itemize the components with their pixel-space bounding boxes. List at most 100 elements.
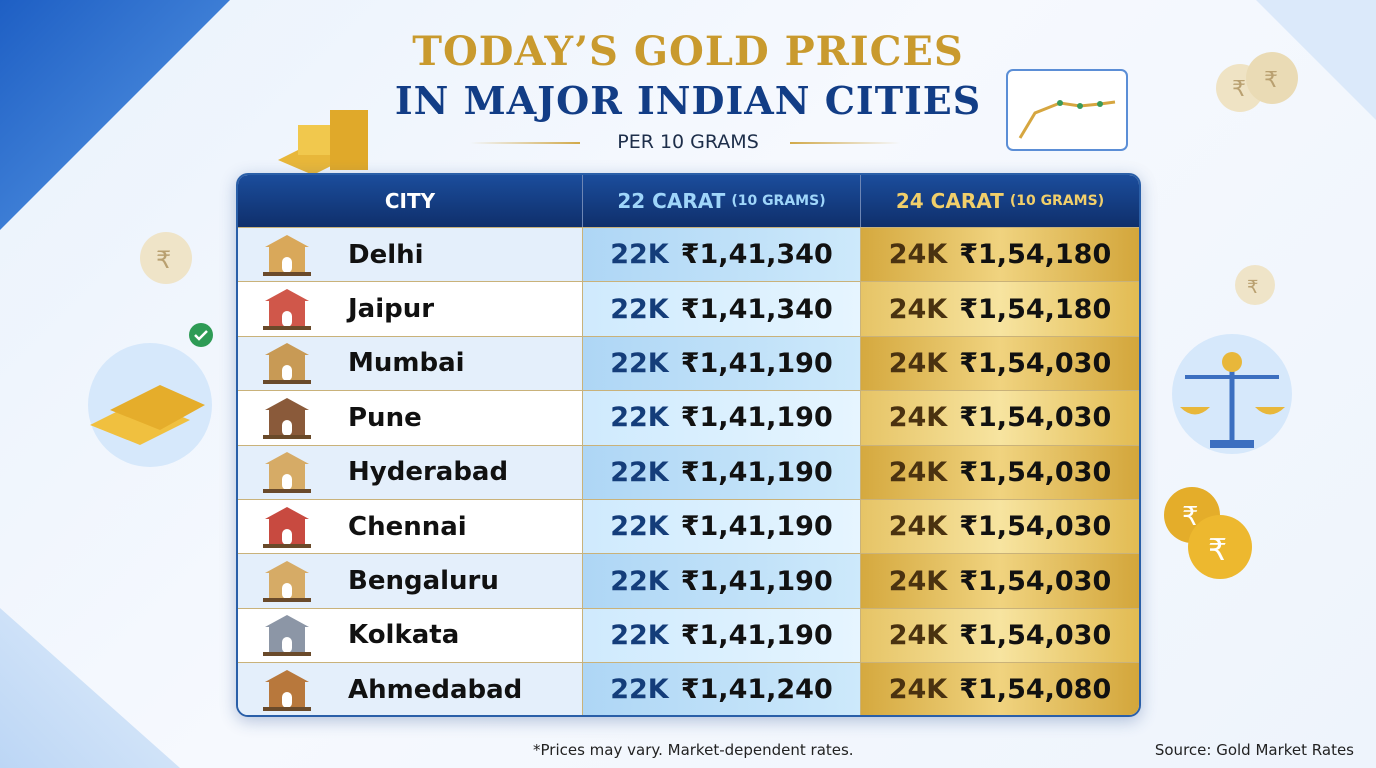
- price-24k: ₹1,54,030: [959, 511, 1112, 543]
- karat-label: 22K: [610, 619, 669, 651]
- price-24k-cell: 24K ₹1,54,030: [861, 445, 1139, 499]
- chennai-central-icon: [252, 505, 322, 549]
- price-24k-cell: 24K ₹1,54,030: [861, 391, 1139, 445]
- price-22k-cell: 22K ₹1,41,190: [583, 554, 861, 608]
- source-note: Source: Gold Market Rates: [1154, 741, 1354, 759]
- price-22k: ₹1,41,190: [680, 565, 833, 597]
- city-cell: Ahmedabad: [238, 663, 583, 715]
- column-label: CITY: [384, 189, 436, 213]
- karat-label: 24K: [888, 293, 948, 325]
- price-22k-cell: 22K ₹1,41,190: [583, 445, 861, 499]
- table-row: Pune 22K ₹1,41,190 24K ₹1,54,030: [238, 390, 1139, 445]
- stepwell-icon: [252, 668, 322, 712]
- price-22k: ₹1,41,190: [680, 402, 833, 434]
- table-header: CITY 22 CARAT (10 GRAMS) 24 CARAT (10 GRAM…: [238, 175, 1139, 227]
- vidhana-soudha-icon: [252, 559, 322, 603]
- price-24k: ₹1,54,030: [959, 347, 1112, 379]
- price-24k: ₹1,54,030: [959, 456, 1112, 488]
- shaniwar-wada-icon: [252, 396, 322, 440]
- city-name: Mumbai: [348, 348, 465, 379]
- chart-card-icon: [1006, 69, 1128, 151]
- karat-label: 22K: [610, 293, 669, 325]
- rupee-coin-icon: ₹: [140, 232, 192, 284]
- city-cell: Mumbai: [238, 336, 583, 391]
- price-22k-cell: 22K ₹1,41,190: [583, 391, 861, 445]
- city-cell: Jaipur: [238, 282, 583, 336]
- price-24k-cell: 24K ₹1,54,030: [861, 608, 1139, 663]
- price-24k-cell: 24K ₹1,54,180: [861, 228, 1139, 282]
- price-24k: ₹1,54,180: [959, 239, 1112, 271]
- price-22k-cell: 22K ₹1,41,190: [583, 499, 861, 554]
- karat-label: 24K: [888, 402, 948, 434]
- price-24k: ₹1,54,180: [959, 293, 1112, 325]
- city-name: Hyderabad: [348, 457, 509, 488]
- karat-label: 22K: [610, 674, 669, 706]
- rupee-coin-icon: ₹: [1235, 265, 1275, 305]
- karat-label: 24K: [888, 456, 948, 488]
- table-body: Delhi 22K ₹1,41,340 24K ₹1,54,180 Jaipur 22…: [238, 227, 1139, 715]
- gold-bars-icon: [278, 110, 368, 175]
- price-24k-cell: 24K ₹1,54,080: [861, 663, 1139, 715]
- gold-bars-icon: [88, 343, 212, 467]
- city-cell: Delhi: [238, 228, 583, 282]
- title-line-2: IN MAJOR INDIAN CITIES: [394, 78, 982, 123]
- price-22k: ₹1,41,340: [680, 239, 833, 271]
- table-row: Jaipur 22K ₹1,41,340 24K ₹1,54,180: [238, 281, 1139, 336]
- karat-label: 22K: [610, 456, 669, 488]
- karat-label: 24K: [888, 239, 948, 271]
- karat-label: 24K: [888, 674, 948, 706]
- gateway-of-india-icon: [252, 341, 322, 385]
- karat-label: 22K: [610, 511, 669, 543]
- karat-label: 24K: [888, 619, 948, 651]
- price-22k-cell: 22K ₹1,41,340: [583, 228, 861, 282]
- column-header-22-carat: 22 CARAT (10 GRAMS): [583, 175, 861, 227]
- price-22k: ₹1,41,190: [680, 511, 833, 543]
- svg-text:₹: ₹: [1182, 502, 1199, 532]
- subtitle: PER 10 GRAMS: [617, 131, 759, 153]
- price-22k-cell: 22K ₹1,41,340: [583, 282, 861, 336]
- price-24k: ₹1,54,080: [959, 674, 1112, 706]
- table-row: Chennai 22K ₹1,41,190 24K ₹1,54,030: [238, 498, 1139, 554]
- karat-label: 24K: [888, 565, 948, 597]
- city-cell: Chennai: [238, 499, 583, 554]
- svg-text:₹: ₹: [1264, 68, 1278, 93]
- column-unit: (10 GRAMS): [731, 193, 826, 209]
- hawa-mahal-icon: [252, 287, 322, 331]
- table-row: Ahmedabad 22K ₹1,41,240 24K ₹1,54,080: [238, 662, 1139, 715]
- city-name: Jaipur: [348, 294, 435, 325]
- karat-label: 24K: [888, 511, 948, 543]
- divider: [470, 142, 580, 144]
- title-line-1: TODAY’S GOLD PRICES: [412, 28, 964, 75]
- price-24k: ₹1,54,030: [959, 619, 1112, 651]
- howrah-bridge-icon: [252, 613, 322, 657]
- column-label: 22 CARAT: [617, 189, 726, 213]
- price-22k: ₹1,41,190: [680, 456, 833, 488]
- svg-text:₹: ₹: [156, 246, 171, 274]
- city-name: Bengaluru: [348, 566, 499, 597]
- price-24k: ₹1,54,030: [959, 402, 1112, 434]
- column-header-city: CITY: [238, 175, 583, 227]
- disclaimer: *Prices may vary. Market-dependent rates…: [533, 741, 854, 759]
- city-name: Pune: [348, 402, 422, 433]
- balance-scale-icon: [1172, 334, 1292, 454]
- city-cell: Hyderabad: [238, 445, 583, 499]
- karat-label: 22K: [610, 565, 669, 597]
- price-24k-cell: 24K ₹1,54,180: [861, 282, 1139, 336]
- svg-text:₹: ₹: [1232, 77, 1246, 102]
- price-22k: ₹1,41,340: [680, 293, 833, 325]
- price-22k-cell: 22K ₹1,41,240: [583, 663, 861, 715]
- karat-label: 22K: [610, 402, 669, 434]
- city-name: Ahmedabad: [348, 674, 523, 705]
- city-cell: Bengaluru: [238, 554, 583, 608]
- karat-label: 22K: [610, 239, 669, 271]
- gold-price-table: CITY 22 CARAT (10 GRAMS) 24 CARAT (10 GRAM…: [236, 173, 1141, 717]
- karat-label: 22K: [610, 347, 669, 379]
- city-name: Delhi: [348, 239, 424, 270]
- table-row: Mumbai 22K ₹1,41,190 24K ₹1,54,030: [238, 335, 1139, 391]
- india-gate-icon: [252, 233, 322, 277]
- table-row: Kolkata 22K ₹1,41,190 24K ₹1,54,030: [238, 607, 1139, 663]
- table-row: Hyderabad 22K ₹1,41,190 24K ₹1,54,030: [238, 444, 1139, 499]
- svg-text:₹: ₹: [1247, 277, 1258, 298]
- price-24k: ₹1,54,030: [959, 565, 1112, 597]
- price-22k: ₹1,41,190: [680, 619, 833, 651]
